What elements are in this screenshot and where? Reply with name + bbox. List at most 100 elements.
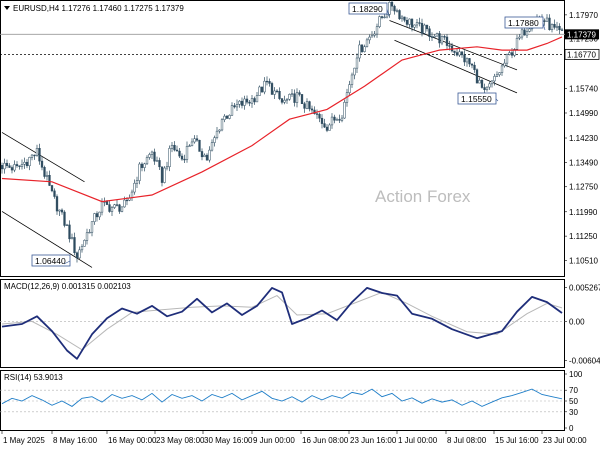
candle-body	[173, 144, 176, 151]
candle-body	[523, 29, 526, 36]
current-price-label: 1.17379	[567, 30, 596, 39]
price-tick-label: 1.15740	[569, 84, 598, 93]
price-annotation-box	[504, 16, 544, 29]
candle-body	[3, 162, 6, 170]
candle-body	[365, 39, 369, 47]
price-annotation-label: 1.17880	[508, 18, 539, 28]
candle-body	[65, 224, 69, 226]
price-tick-label: 1.11250	[569, 232, 598, 241]
candle-body	[168, 148, 171, 167]
candle-body	[53, 190, 56, 197]
candle-body	[18, 165, 21, 167]
candle-body	[548, 17, 551, 31]
candle-body	[555, 25, 559, 28]
candle-body	[403, 16, 406, 21]
price-panel-frame	[0, 0, 565, 277]
candle-body	[305, 101, 309, 109]
candle-body	[448, 45, 451, 47]
time-tick-label: 23 Jun 16:00	[350, 436, 397, 445]
candle-body	[268, 81, 271, 84]
candle-body	[325, 126, 329, 131]
candle-body	[83, 240, 86, 247]
candle-body	[258, 86, 261, 96]
candle-body	[500, 65, 504, 73]
candle-body	[30, 154, 34, 158]
price-tick-label: 1.12750	[569, 183, 598, 192]
candle-body	[445, 36, 449, 46]
candle-body	[150, 151, 154, 155]
candle-body	[145, 157, 149, 165]
candle-body	[233, 105, 236, 108]
candle-body	[473, 64, 476, 70]
time-tick-label: 1 May 2025	[3, 436, 45, 445]
candle-body	[38, 148, 41, 162]
candle-body	[495, 74, 499, 77]
price-annotation-box	[457, 92, 497, 105]
candle-body	[483, 87, 486, 90]
candle-body	[273, 90, 276, 95]
candle-body	[270, 83, 274, 95]
candle-body	[373, 33, 376, 36]
candle-body	[158, 160, 161, 168]
price-tick-label: 1.11990	[569, 208, 598, 217]
level-label: 1.16770	[567, 50, 596, 59]
candle-body	[363, 46, 366, 52]
candle-body	[488, 83, 491, 88]
candle-body	[520, 29, 524, 38]
rsi-tick-label: 30	[569, 408, 578, 417]
candle-body	[250, 98, 254, 104]
candle-body	[63, 211, 66, 226]
candle-body	[278, 91, 281, 99]
candle-body	[558, 25, 561, 31]
rsi-axis: 100 70 50 30 0	[564, 370, 583, 433]
candle-body	[260, 86, 264, 93]
candle-body	[263, 80, 266, 93]
price-annotation-label: 1.18290	[352, 4, 383, 14]
candle-body	[58, 209, 61, 212]
candle-body	[413, 24, 416, 28]
rsi-tick-label: 0	[569, 424, 574, 433]
candle-body	[378, 16, 381, 27]
current-price-tag	[565, 29, 599, 40]
price-tick-label: 1.17970	[569, 11, 598, 20]
candle-body	[100, 201, 104, 213]
candle-body	[248, 101, 251, 104]
rsi-line	[1, 388, 563, 407]
candle-body	[393, 5, 396, 12]
candle-body	[15, 164, 19, 167]
candle-body	[545, 17, 549, 22]
candle-body	[420, 23, 424, 34]
candle-body	[410, 18, 414, 28]
candle-body	[423, 24, 426, 34]
candle-body	[330, 116, 334, 126]
candle-body	[280, 98, 284, 103]
time-tick-label: 30 May 16:00	[204, 436, 253, 445]
candle-body	[525, 31, 529, 36]
candle-body	[130, 191, 134, 199]
rsi-layer	[0, 388, 565, 413]
macd-layer	[0, 287, 565, 360]
candle-body	[188, 145, 191, 147]
candle-body	[550, 24, 554, 31]
candle-body	[160, 166, 164, 183]
candle-body	[48, 175, 51, 186]
candle-body	[315, 113, 319, 115]
candle-body	[528, 28, 531, 32]
candle-body	[503, 62, 506, 67]
watermark-text: Action Forex	[375, 187, 471, 206]
candle-body	[118, 204, 121, 212]
trend-line	[389, 20, 518, 71]
candle-body	[518, 36, 521, 39]
candle-body	[200, 151, 204, 158]
candle-body	[93, 213, 96, 222]
candle-body	[343, 102, 346, 119]
candle-body	[468, 58, 471, 65]
candle-body	[163, 167, 166, 183]
candle-body	[358, 44, 361, 59]
candle-body	[475, 69, 479, 84]
candle-body	[390, 1, 394, 7]
candle-body	[40, 160, 44, 168]
candle-body	[408, 18, 411, 25]
candle-body	[398, 10, 401, 20]
